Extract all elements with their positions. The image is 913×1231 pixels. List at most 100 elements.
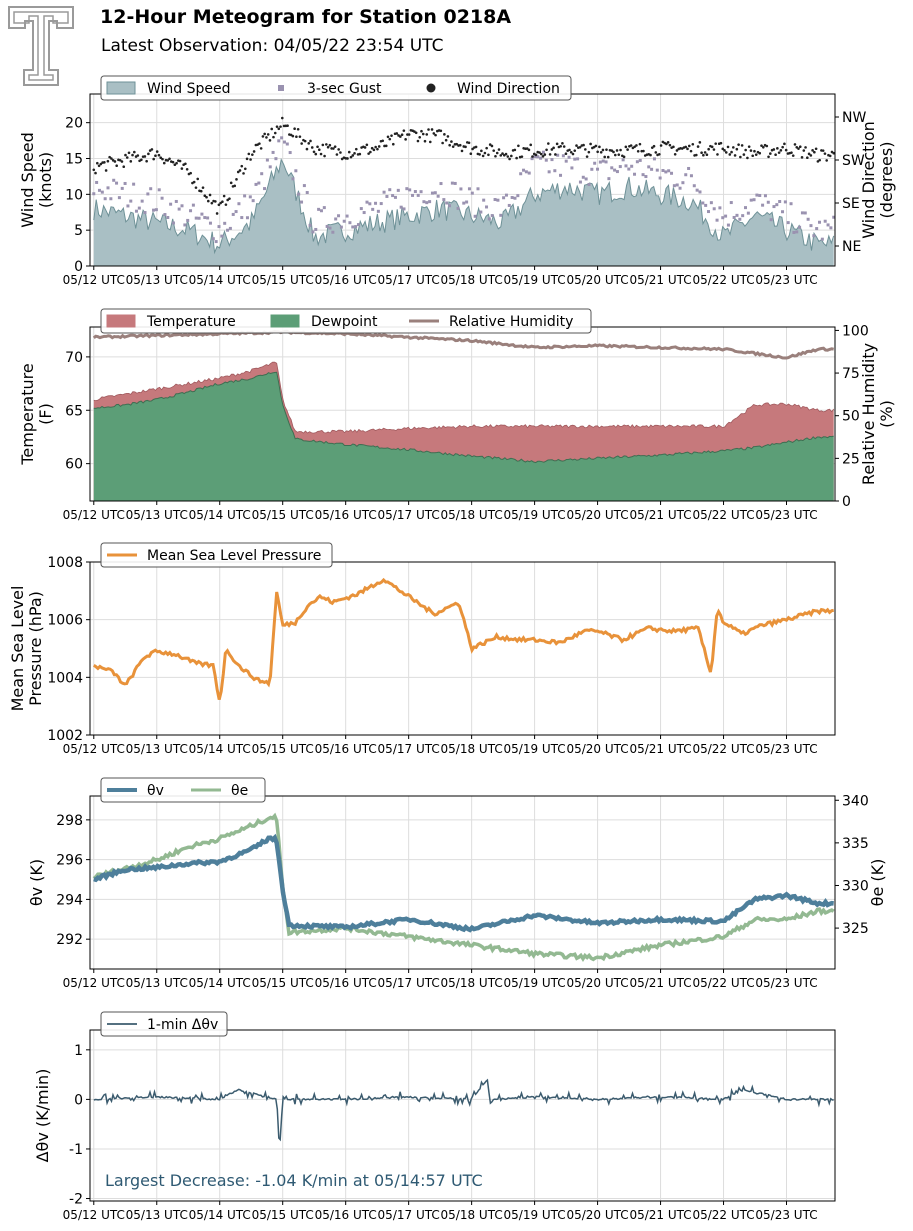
y2-axis-label-line: Wind Direction [859, 121, 878, 239]
gust-marker [490, 214, 494, 218]
gust-marker [393, 195, 397, 199]
theta-v-line [93, 833, 834, 933]
direction-point [575, 144, 578, 147]
direction-point [391, 142, 395, 146]
direction-point [728, 153, 732, 156]
gust-marker [485, 205, 489, 209]
direction-point [185, 167, 189, 171]
direction-point [742, 153, 746, 156]
direction-point [99, 162, 103, 166]
x-tick-label: 05/21 UTC [629, 742, 691, 756]
x-tick-label: 05/19 UTC [504, 976, 566, 990]
direction-point [333, 145, 337, 148]
gust-marker [226, 228, 230, 232]
x-tick-label: 05/16 UTC [315, 1208, 377, 1222]
direction-point [106, 159, 110, 163]
x-tick-label: 05/16 UTC [315, 976, 377, 990]
legend-box [100, 308, 592, 334]
direction-point [381, 139, 385, 143]
gust-marker [123, 181, 127, 185]
direction-point [168, 157, 171, 161]
legend-box [100, 542, 333, 568]
direction-point [162, 161, 166, 165]
direction-point [365, 143, 369, 147]
gust-marker [160, 196, 164, 200]
direction-point [781, 145, 784, 149]
y-tick-label: -1 [69, 1142, 83, 1158]
direction-point [478, 153, 481, 156]
direction-point [240, 164, 244, 168]
direction-point [446, 135, 450, 138]
legend-box [100, 75, 572, 101]
direction-point [698, 141, 702, 144]
gust-marker [189, 209, 193, 213]
gust-marker [832, 215, 836, 219]
x-tick-label: 05/15 UTC [252, 1208, 314, 1222]
direction-point [735, 147, 739, 151]
direction-point [277, 127, 281, 131]
direction-point [596, 150, 599, 154]
gust-marker [319, 209, 323, 213]
direction-point [765, 144, 769, 148]
x-tick-label: 05/23 UTC [755, 1208, 817, 1222]
y-axis-label-line: Δθv (K/min) [33, 1069, 52, 1163]
gust-marker [95, 180, 99, 184]
gust-marker [166, 216, 170, 220]
y2-tick-label: 0 [842, 494, 851, 510]
direction-point [779, 149, 783, 152]
y2-tick-label: NE [842, 239, 861, 255]
direction-point [610, 149, 614, 152]
direction-point [599, 151, 603, 154]
gust-marker [345, 214, 349, 218]
panel-dtheta: -2 -1 0 1 05/12 UTC 05/13 UTC 05/14 UTC 05/15 U… [33, 1011, 836, 1222]
direction-point [113, 160, 117, 163]
gust-marker [502, 196, 506, 200]
direction-point [224, 203, 228, 206]
direction-point [351, 154, 355, 157]
direction-point [539, 152, 543, 156]
gust-marker [351, 225, 355, 229]
direction-point [159, 156, 163, 159]
direction-point [633, 145, 636, 149]
direction-point [161, 157, 164, 161]
gust-marker [291, 177, 295, 181]
direction-point [372, 148, 376, 152]
gust-marker [556, 153, 560, 157]
gust-marker [769, 218, 773, 222]
gust-marker [143, 211, 147, 215]
direction-point [751, 154, 754, 158]
direction-point [221, 200, 224, 204]
direction-point [714, 142, 717, 145]
direction-point [825, 159, 828, 162]
gust-marker [618, 165, 622, 169]
direction-point [448, 143, 451, 147]
legend-swatch [270, 314, 300, 328]
direction-point [157, 153, 161, 157]
gust-marker [277, 139, 281, 143]
gust-marker [661, 169, 665, 173]
x-tick-label: 05/17 UTC [378, 742, 440, 756]
direction-point [233, 184, 237, 188]
direction-point [92, 168, 96, 172]
direction-point [298, 135, 302, 138]
direction-point [767, 155, 770, 159]
gust-marker [530, 157, 534, 161]
direction-point [349, 155, 353, 159]
gust-marker [473, 214, 477, 218]
gust-marker [325, 224, 329, 228]
gust-marker [419, 190, 423, 194]
gust-marker [271, 150, 275, 154]
gust-marker [559, 173, 563, 177]
gust-marker [228, 226, 232, 230]
direction-point [184, 162, 187, 166]
gust-marker [416, 193, 420, 197]
gust-marker [140, 199, 144, 203]
y-axis-label-line: θv (K) [27, 859, 46, 906]
gust-marker [744, 206, 748, 210]
gust-marker [248, 195, 252, 199]
direction-point [155, 150, 159, 153]
gust-marker [800, 211, 804, 215]
gust-marker [402, 207, 406, 211]
direction-point [279, 125, 282, 128]
y2-axis-label: θe (K) [868, 859, 887, 907]
